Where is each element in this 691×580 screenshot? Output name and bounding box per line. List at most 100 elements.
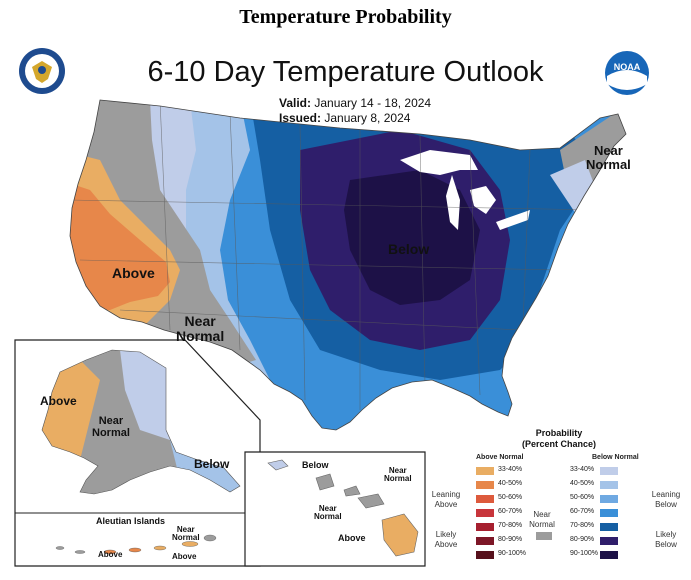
map-title: 6-10 Day Temperature Outlook: [147, 56, 544, 88]
label-alaska-near: Near: [98, 415, 124, 427]
legend-above-row: 60-70%: [424, 508, 686, 518]
label-conus-near-normal-west: Near Normal: [176, 314, 224, 343]
legend-below-label: 80-90%: [570, 536, 595, 543]
label-conus-near-normal-ne: Near Normal: [586, 144, 631, 171]
legend-above-swatch: [476, 551, 494, 559]
valid-value: January 14 - 18, 2024: [314, 96, 432, 110]
legend-above-row: 33-40%: [424, 466, 686, 476]
label-conus-above: Above: [112, 265, 155, 281]
label-alaska-near-normal: Near Normal: [92, 415, 130, 439]
legend-above-label: 90-100%: [498, 550, 527, 557]
legend-below-row: 80-90%: [424, 536, 686, 546]
legend-likely-below-1: Likely: [655, 530, 677, 539]
hawaii-inset-frame: [244, 451, 426, 567]
legend-above-row: 70-80%: [424, 522, 686, 532]
legend-above-swatch: [476, 481, 494, 489]
label-near-normal-ne-line2: Normal: [586, 156, 631, 172]
legend-above-swatch: [476, 509, 494, 517]
legend-below-swatch: [600, 481, 618, 489]
legend-below-row: 50-60%: [424, 494, 686, 504]
legend-near-1: Near: [533, 510, 551, 519]
legend-below-label: 50-60%: [570, 494, 595, 501]
legend-above-label: 33-40%: [498, 466, 523, 473]
legend-leaning-below-2: Below: [655, 500, 677, 509]
label-aleutian-near: Near: [176, 525, 195, 534]
legend-above-label: 60-70%: [498, 508, 523, 515]
legend-above-label: 80-90%: [498, 536, 523, 543]
label-alaska-below: Below: [194, 457, 230, 471]
legend-likely-below: Likely Below: [646, 530, 686, 550]
legend-below-row: 33-40%: [424, 466, 686, 476]
legend-below-swatch: [600, 509, 618, 517]
legend-leaning-above-2: Above: [434, 500, 458, 509]
legend-likely-above: Likely Above: [426, 530, 466, 550]
legend-below-label: 60-70%: [570, 508, 595, 515]
label-conus-below: Below: [388, 241, 430, 257]
legend-title-line1: Probability: [535, 428, 583, 438]
legend-below-label: 70-80%: [570, 522, 595, 529]
label-aleutian-above-2: Above: [172, 552, 197, 561]
legend-above-label: 70-80%: [498, 522, 523, 529]
valid-label: Valid:: [279, 96, 312, 110]
label-near-normal-ne-line1: Near: [593, 143, 623, 158]
issued-label: Issued:: [279, 111, 322, 125]
label-aleutian-normal: Normal: [172, 533, 200, 543]
conus-outline: [69, 99, 627, 431]
label-alaska-normal: Normal: [92, 426, 130, 439]
legend-above-swatch: [476, 523, 494, 531]
legend-below-header: Below Normal: [592, 454, 639, 461]
legend-leaning-above: Leaning Above: [426, 490, 466, 510]
legend-likely-above-1: Likely: [435, 530, 457, 539]
legend-near-normal-swatch: [536, 532, 552, 540]
noaa-logo-icon: NOAA: [605, 51, 649, 95]
legend-below-row: 40-50%: [424, 480, 686, 490]
label-hawaii-above: Above: [338, 533, 366, 543]
valid-dates: Valid: January 14 - 18, 2024 Issued: Jan…: [279, 96, 431, 126]
label-aleutian-near-normal: Near Normal: [172, 525, 200, 543]
legend: Probability (Percent Chance) Above Norma…: [424, 426, 686, 576]
page-title: Temperature Probability: [239, 6, 452, 28]
legend-leaning-below: Leaning Below: [646, 490, 686, 510]
legend-near-2: Normal: [529, 520, 555, 529]
legend-below-label: 33-40%: [570, 466, 595, 473]
doc-seal-icon: [19, 48, 65, 94]
legend-above-label: 40-50%: [498, 480, 523, 487]
legend-title: Probability (Percent Chance): [484, 428, 634, 450]
legend-above-swatch: [476, 467, 494, 475]
legend-above-row: 50-60%: [424, 494, 686, 504]
issued-value: January 8, 2024: [324, 111, 411, 125]
legend-below-swatch: [600, 537, 618, 545]
label-hawaii-below: Below: [302, 460, 329, 470]
legend-above-header: Above Normal: [476, 454, 524, 461]
label-aleutian-title: Aleutian Islands: [96, 516, 166, 526]
legend-likely-below-2: Below: [655, 540, 677, 549]
legend-likely-above-2: Above: [434, 540, 458, 549]
legend-below-swatch: [600, 467, 618, 475]
label-hawaii-near-normal-a: Near Normal: [384, 466, 412, 484]
legend-title-line2: (Percent Chance): [521, 439, 597, 449]
label-hawaii-near-a: Near: [388, 466, 407, 475]
legend-above-swatch: [476, 537, 494, 545]
legend-below-swatch: [600, 551, 618, 559]
legend-below-row: 60-70%: [424, 508, 686, 518]
noaa-logo-text: NOAA: [614, 62, 641, 72]
legend-below-row: 90-100%: [424, 550, 686, 560]
legend-below-row: 70-80%: [424, 522, 686, 532]
legend-below-swatch: [600, 495, 618, 503]
label-near-normal-west-line1: Near: [184, 313, 216, 329]
legend-above-label: 50-60%: [498, 494, 523, 501]
label-hawaii-normal-a: Normal: [384, 474, 412, 484]
legend-leaning-above-1: Leaning: [431, 490, 461, 499]
label-hawaii-near-normal-b: Near Normal: [314, 504, 342, 522]
legend-below-swatch: [600, 523, 618, 531]
legend-above-row: 80-90%: [424, 536, 686, 546]
label-near-normal-west-line2: Normal: [176, 327, 225, 344]
legend-below-label: 40-50%: [570, 480, 595, 487]
label-hawaii-normal-b: Normal: [314, 512, 342, 522]
legend-above-swatch: [476, 495, 494, 503]
legend-near-normal: Near Normal: [524, 510, 560, 530]
label-alaska-above: Above: [40, 394, 77, 408]
label-hawaii-near-b: Near: [318, 504, 337, 513]
legend-below-label: 90-100%: [570, 550, 599, 557]
